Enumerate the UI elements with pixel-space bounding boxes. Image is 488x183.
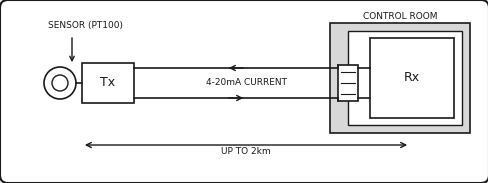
Text: Rx: Rx [403,72,419,85]
FancyBboxPatch shape [347,31,461,125]
Text: 4-20mA CURRENT: 4-20mA CURRENT [205,79,286,87]
FancyBboxPatch shape [337,65,357,101]
FancyBboxPatch shape [82,63,134,103]
Text: Tx: Tx [100,76,115,89]
Circle shape [44,67,76,99]
Text: CONTROL ROOM: CONTROL ROOM [362,12,436,21]
Text: UP TO 2km: UP TO 2km [221,147,270,156]
FancyBboxPatch shape [329,23,469,133]
FancyBboxPatch shape [369,38,453,118]
Circle shape [52,75,68,91]
Text: SENSOR (PT100): SENSOR (PT100) [48,21,123,30]
